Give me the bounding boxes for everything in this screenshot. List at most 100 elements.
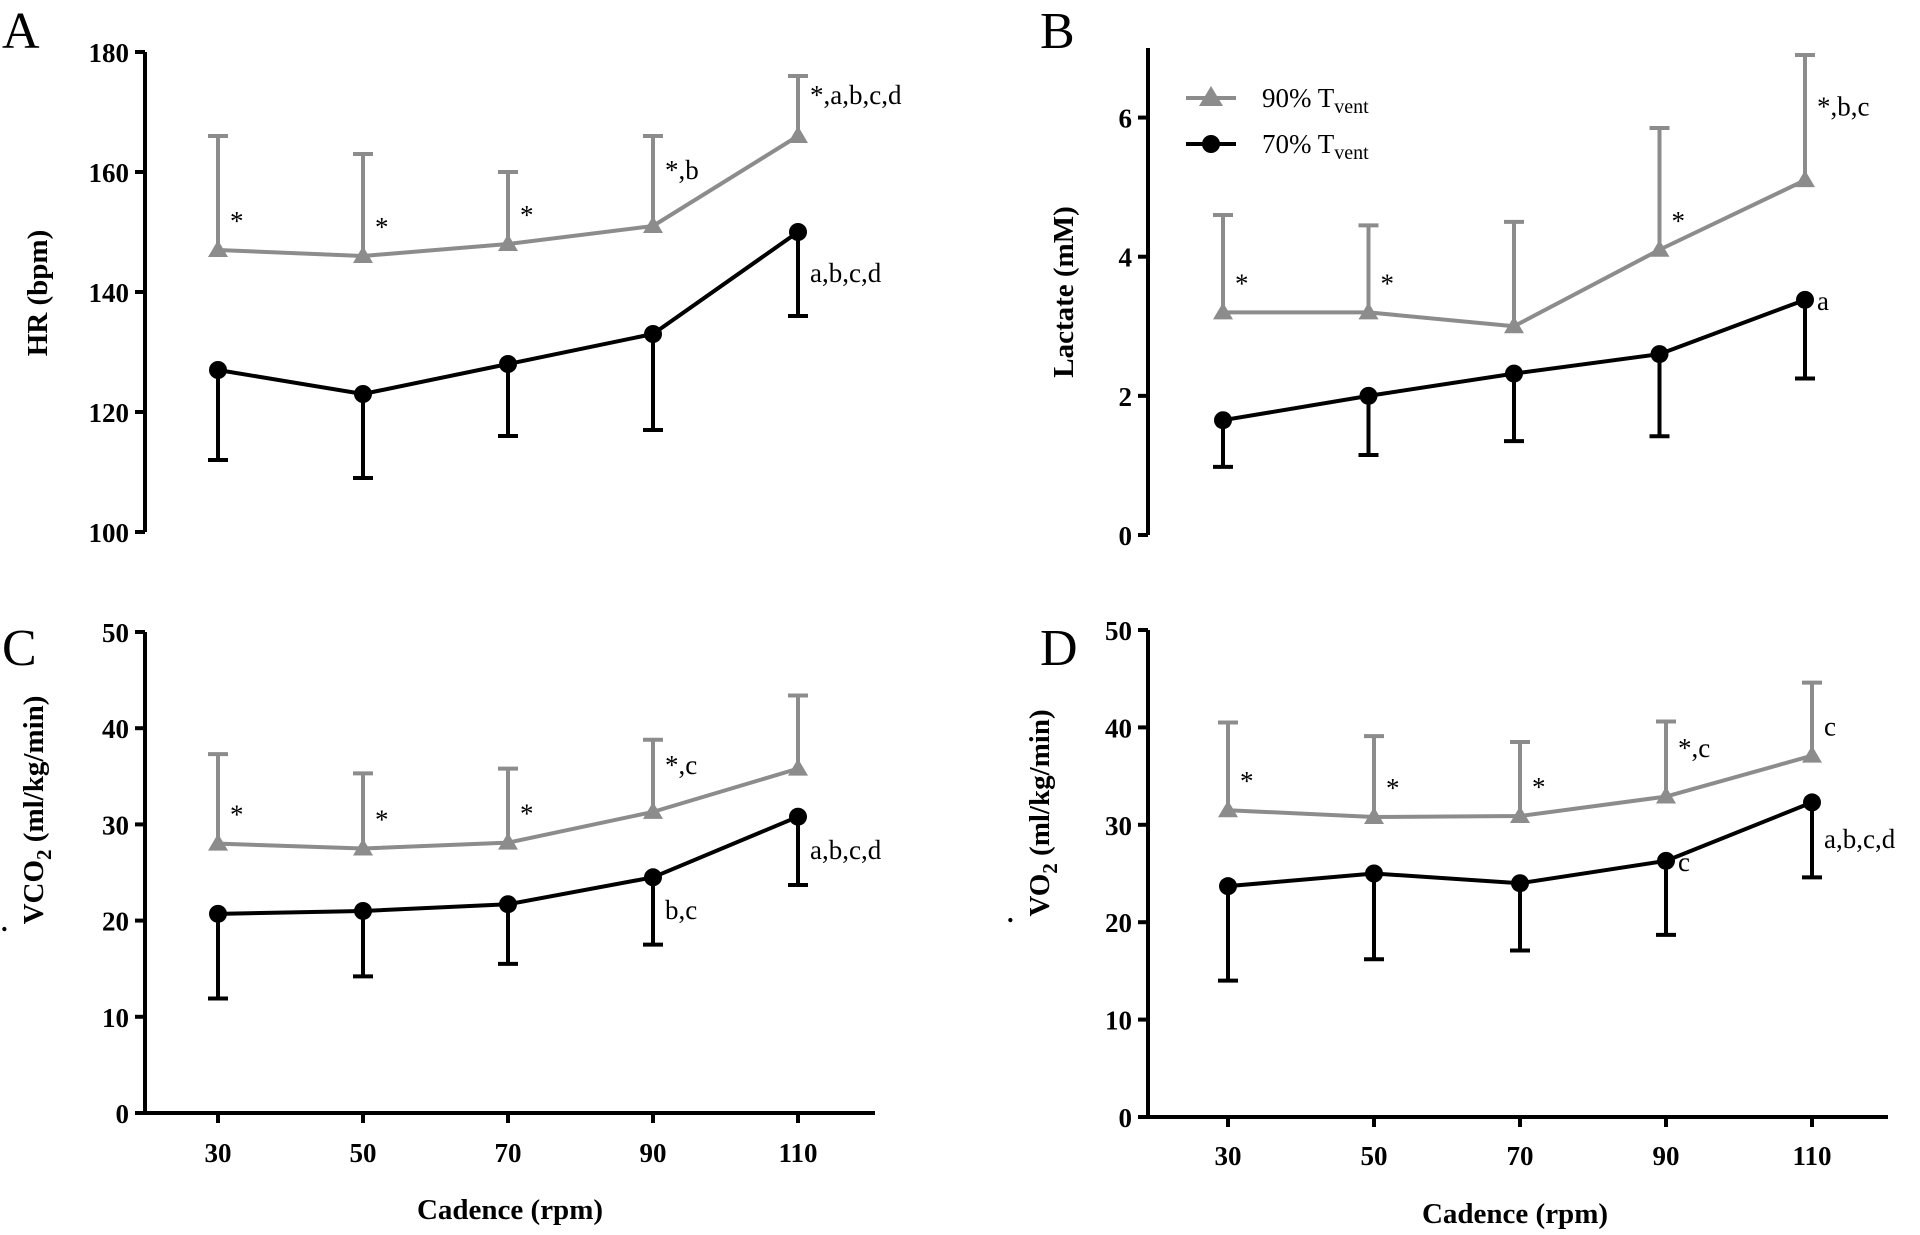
data-point-90 [498, 234, 518, 251]
y-tick-label: 140 [89, 278, 130, 308]
x-tick-label: 70 [495, 1138, 522, 1168]
legend-label-90: 90% Tvent [1262, 83, 1369, 118]
significance-label: *,a,b,c,d [810, 80, 902, 110]
data-point-70 [644, 868, 662, 887]
significance-label: b,c [665, 895, 697, 925]
data-point-90 [1364, 807, 1384, 825]
x-tick-label: 90 [1653, 1141, 1680, 1171]
y-tick-label: 20 [1105, 908, 1132, 938]
data-point-70 [1359, 386, 1378, 405]
y-axis-title-c: VCO2 (ml/kg/min) [18, 696, 56, 925]
panel-c: C VCO2 (ml/kg/min) ˙ Cadence (rpm) 0 10 20… [0, 618, 882, 1226]
data-point-90 [208, 240, 228, 257]
y-tick-label: 0 [1119, 1103, 1133, 1133]
y-tick-label: 180 [89, 38, 130, 68]
y-tick-label: 100 [89, 518, 130, 548]
significance-label: * [1381, 268, 1395, 298]
y-tick-label: 50 [1105, 616, 1132, 646]
data-point-90 [1358, 302, 1379, 320]
data-point-70 [1214, 411, 1232, 430]
y-tick-label: 10 [1105, 1006, 1132, 1036]
panel-b: B Lactate (mM) 90% Tvent 70% Tvent 0 2 4 6 *… [1040, 3, 1870, 551]
data-point-70 [1803, 793, 1821, 812]
data-point-70 [1650, 345, 1669, 364]
significance-label: * [375, 212, 389, 242]
data-point-90 [353, 838, 373, 856]
y-tick-label: 40 [102, 714, 129, 744]
data-point-70 [354, 901, 372, 920]
data-point-90 [1504, 316, 1524, 334]
data-point-70 [499, 355, 517, 373]
x-axis-title-c: Cadence (rpm) [417, 1194, 603, 1226]
significance-label: c [1824, 712, 1836, 742]
significance-label: *,b [665, 155, 699, 185]
significance-label: *,c [665, 750, 697, 780]
data-point-70 [1365, 864, 1383, 883]
data-point-90 [1218, 800, 1238, 818]
x-tick-label: 50 [1361, 1141, 1388, 1171]
significance-label: * [520, 799, 534, 829]
y-tick-label: 30 [102, 810, 129, 840]
data-point-70 [499, 895, 517, 914]
y-axis-dot-d: ˙ [1003, 915, 1035, 925]
data-point-90 [208, 833, 228, 851]
data-point-90 [1795, 170, 1815, 188]
x-tick-label: 70 [1507, 1141, 1534, 1171]
y-tick-label: 20 [102, 907, 129, 937]
data-point-70 [789, 807, 807, 826]
data-point-90 [1510, 806, 1530, 824]
x-tick-label: 30 [1215, 1141, 1242, 1171]
significance-label: * [520, 200, 534, 230]
significance-label: * [1672, 206, 1686, 236]
data-point-90 [1213, 302, 1233, 320]
x-tick-label: 90 [640, 1138, 667, 1168]
data-point-90 [1656, 786, 1676, 804]
significance-label: * [230, 206, 244, 236]
data-point-90 [498, 832, 518, 850]
legend-marker-70 [1202, 135, 1220, 153]
x-tick-label: 110 [778, 1138, 817, 1168]
y-axis-title-b: Lactate (mM) [1048, 206, 1080, 378]
y-tick-label: 2 [1119, 382, 1133, 412]
panel-letter-c: C [2, 620, 37, 677]
y-tick-label: 30 [1105, 811, 1132, 841]
data-point-70 [209, 361, 227, 379]
y-axis-title-d: VO2 (ml/kg/min) [1024, 709, 1062, 916]
panel-d: D VO2 (ml/kg/min) ˙ Cadence (rpm) 0 10 20 3… [1003, 616, 1896, 1230]
x-tick-label: 30 [205, 1138, 232, 1168]
data-point-90 [643, 801, 663, 819]
significance-label: * [1235, 268, 1249, 298]
significance-label: a,b,c,d [810, 835, 882, 865]
legend-marker-90 [1199, 86, 1223, 106]
x-axis-title-d: Cadence (rpm) [1422, 1198, 1608, 1230]
data-point-70 [1511, 874, 1529, 893]
y-tick-label: 120 [89, 398, 130, 428]
y-tick-label: 160 [89, 158, 130, 188]
data-point-70 [1657, 851, 1675, 870]
data-point-90 [788, 126, 808, 143]
significance-label: a,b,c,d [810, 258, 882, 288]
data-point-70 [1505, 364, 1523, 383]
significance-label: *,c [1678, 733, 1710, 763]
significance-label: a,b,c,d [1824, 824, 1896, 854]
legend-label-70: 70% Tvent [1262, 129, 1369, 164]
x-tick-label: 50 [350, 1138, 377, 1168]
data-point-70 [1796, 290, 1814, 309]
y-tick-label: 40 [1105, 713, 1132, 743]
data-point-70 [789, 223, 807, 241]
data-point-90 [353, 246, 373, 263]
significance-label: * [1240, 766, 1254, 796]
y-tick-label: 6 [1119, 104, 1133, 134]
data-point-90 [1649, 239, 1670, 257]
data-point-70 [209, 904, 227, 923]
panel-a: A HR (bpm) 100 120 140 160 180 * * * *,b *,a,b,c,… [2, 3, 902, 548]
significance-label: c [1678, 847, 1690, 877]
legend: 90% Tvent 70% Tvent [1186, 83, 1369, 164]
significance-label: * [375, 804, 389, 834]
data-point-90 [643, 216, 663, 233]
y-tick-label: 50 [102, 618, 129, 648]
significance-label: a [1817, 286, 1829, 316]
data-point-90 [788, 758, 808, 776]
data-point-70 [354, 385, 372, 403]
